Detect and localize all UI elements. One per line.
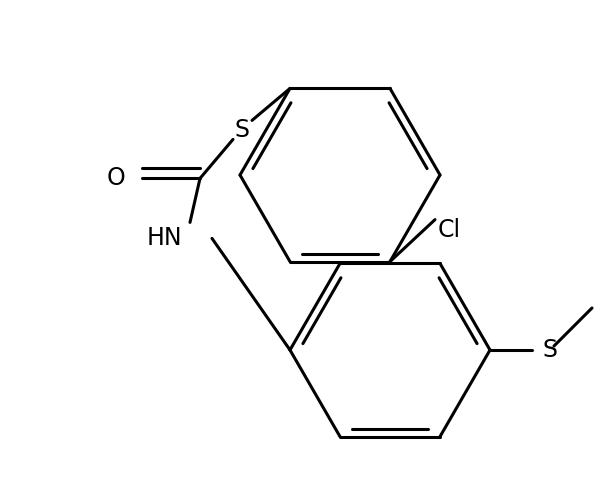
Text: S: S <box>235 119 250 143</box>
Text: HN: HN <box>147 227 182 251</box>
Text: S: S <box>542 338 557 362</box>
Text: Cl: Cl <box>438 217 461 241</box>
Text: O: O <box>106 167 125 191</box>
